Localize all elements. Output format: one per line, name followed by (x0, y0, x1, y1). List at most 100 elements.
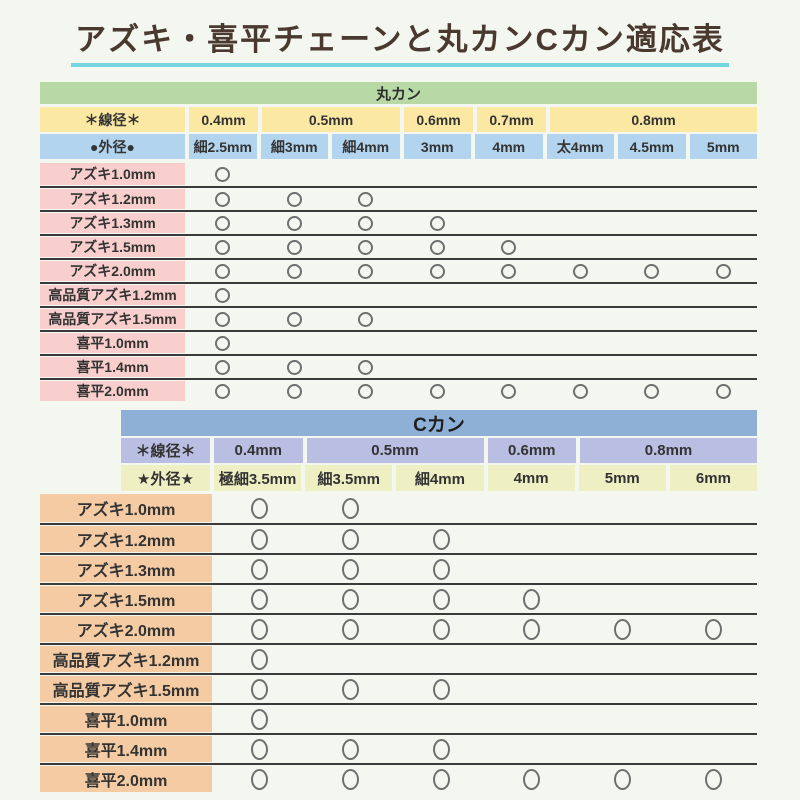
compat-cell (475, 236, 543, 258)
compat-circle-icon (358, 191, 374, 207)
compat-circle-icon (286, 191, 302, 207)
compat-circle-icon (341, 528, 359, 550)
compat-cell (261, 332, 329, 354)
outer-diameter-value: 太4mm (546, 134, 614, 159)
outer-diameter-row: ★外径★ 極細3.5mm 細3.5mm 細4mm 4mm 5mm 6mm (40, 465, 758, 491)
chain-type-label: 喜平1.0mm (40, 333, 185, 353)
compat-cell (332, 236, 400, 258)
compat-cell (332, 188, 400, 210)
compat-circle-icon (341, 588, 359, 610)
compat-circle-icon (429, 215, 445, 231)
compat-circle-icon (432, 528, 450, 550)
compat-cell (307, 705, 394, 733)
compat-circle-icon (644, 263, 660, 279)
compat-cell (475, 308, 543, 330)
compat-circle-icon (250, 768, 268, 790)
chain-type-label: アズキ2.0mm (40, 261, 185, 281)
compat-circle-icon (572, 263, 588, 279)
compat-cell (579, 735, 666, 763)
chain-type-label: 喜平1.4mm (40, 736, 212, 762)
wire-diameter-row: ＊線径＊ 0.4mm 0.5mm 0.6mm 0.7mm 0.8mm (40, 107, 757, 132)
compat-circle-icon (358, 215, 374, 231)
compat-cell (189, 332, 257, 354)
compat-cell (189, 188, 257, 210)
compat-cell (690, 356, 758, 378)
compat-circle-icon (215, 311, 231, 327)
compat-cell (332, 260, 400, 282)
ckan-table: Cカン ＊線径＊ 0.4mm 0.5mm 0.6mm 0.8mm ★外径★ 極細3.5mm 細3… (40, 410, 758, 793)
compat-cell (690, 188, 758, 210)
outer-diameter-header-label: ●外径● (40, 134, 185, 159)
compat-cell (670, 675, 757, 703)
compat-cell (307, 645, 394, 673)
compat-cell (398, 555, 485, 583)
compat-cell (332, 380, 400, 402)
compat-cell (547, 380, 615, 402)
table-row: アズキ1.2mm (40, 186, 757, 210)
outer-diameter-value: 3mm (403, 134, 471, 159)
compat-cell (690, 260, 758, 282)
compat-cell (332, 308, 400, 330)
chain-type-label: アズキ1.0mm (40, 494, 212, 522)
compat-circle-icon (286, 383, 302, 399)
wire-diameter-value: 0.4mm (189, 107, 258, 132)
compat-circle-icon (250, 738, 268, 760)
title-area: アズキ・喜平チェーンと丸カンCカン適応表 (0, 14, 800, 67)
compat-cell (488, 675, 575, 703)
compat-cell (579, 493, 666, 523)
compat-cell (475, 188, 543, 210)
compat-cell (216, 765, 303, 793)
compat-cell (690, 212, 758, 234)
table-row: アズキ1.5mm (40, 583, 757, 613)
compat-cell (398, 675, 485, 703)
compat-cell (216, 675, 303, 703)
compat-cell (307, 765, 394, 793)
table-row: 喜平1.0mm (40, 330, 757, 354)
compat-cell (670, 705, 757, 733)
table-row: 喜平2.0mm (40, 763, 757, 793)
compat-circle-icon (523, 588, 541, 610)
compat-circle-icon (286, 239, 302, 255)
table-row: 高品質アズキ1.5mm (40, 673, 757, 703)
wire-diameter-header-label: ＊線径＊ (121, 438, 210, 463)
table-row: 喜平2.0mm (40, 378, 757, 402)
compat-cell (547, 260, 615, 282)
compat-circle-icon (644, 383, 660, 399)
compat-cell (618, 260, 686, 282)
compat-cell (488, 585, 575, 613)
compat-cell (547, 162, 615, 186)
outer-diameter-value: 6mm (669, 465, 758, 491)
compat-cell (670, 525, 757, 553)
compat-cell (398, 585, 485, 613)
chain-type-label: アズキ2.0mm (40, 616, 212, 642)
wire-diameter-header-label: ＊線径＊ (40, 107, 185, 132)
wire-diameter-value: 0.4mm (214, 438, 303, 463)
compat-cell (547, 236, 615, 258)
compat-circle-icon (341, 678, 359, 700)
compat-circle-icon (572, 383, 588, 399)
marukan-table: 丸カン ＊線径＊ 0.4mm 0.5mm 0.6mm 0.7mm 0.8mm ●外径● 細2.5… (40, 82, 757, 402)
outer-diameter-value: 4mm (475, 134, 543, 159)
compat-cell (488, 765, 575, 793)
table-row: アズキ2.0mm (40, 613, 757, 643)
compat-circle-icon (341, 618, 359, 640)
compat-cell (332, 162, 400, 186)
wire-diameter-value: 0.6mm (487, 438, 576, 463)
compat-cell (216, 735, 303, 763)
compat-cell (690, 308, 758, 330)
compat-cell (261, 380, 329, 402)
wire-diameter-value: 0.5mm (306, 438, 484, 463)
outer-diameter-value: 細2.5mm (189, 134, 257, 159)
compat-cell (547, 188, 615, 210)
compat-circle-icon (501, 383, 517, 399)
table-row: アズキ1.0mm (40, 493, 757, 523)
compat-cell (547, 356, 615, 378)
compat-cell (579, 615, 666, 643)
compat-cell (398, 615, 485, 643)
compat-cell (307, 525, 394, 553)
compat-circle-icon (358, 359, 374, 375)
compat-circle-icon (432, 768, 450, 790)
compat-circle-icon (705, 768, 723, 790)
chain-type-label: 高品質アズキ1.2mm (40, 285, 185, 305)
